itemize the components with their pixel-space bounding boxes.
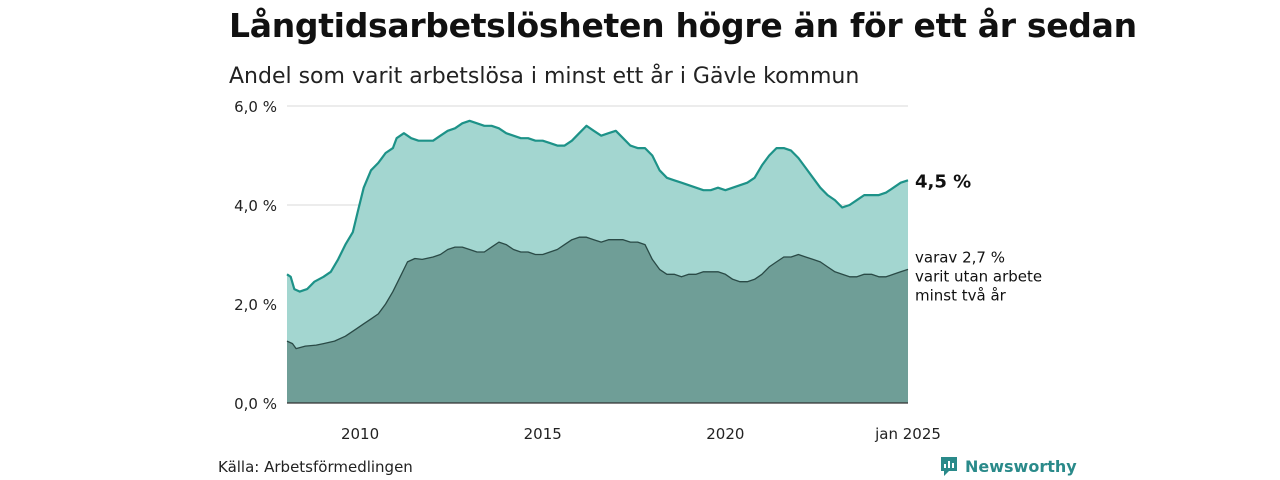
x-tick-label: jan 2025	[874, 425, 941, 443]
total-line	[286, 119, 909, 293]
chart-areas	[286, 119, 909, 404]
sub-area	[287, 237, 908, 403]
sub-end-label-line: minst två år	[915, 286, 1007, 304]
y-tick-label: 4,0 %	[234, 197, 277, 215]
y-tick-label: 2,0 %	[234, 296, 277, 314]
sub-end-label-line: varav 2,7 %	[915, 248, 1005, 266]
brand-logo: Newsworthy	[939, 455, 1077, 477]
brand-name: Newsworthy	[965, 456, 1077, 476]
sub-line	[286, 236, 909, 350]
newsworthy-logo-icon	[941, 457, 957, 476]
sub-end-label-line: varit utan arbete	[915, 267, 1042, 285]
source-note: Källa: Arbetsförmedlingen	[218, 458, 413, 476]
chart-subtitle: Andel som varit arbetslösa i minst ett å…	[229, 64, 860, 89]
chart-title: Långtidsarbetslösheten högre än för ett …	[229, 6, 1137, 45]
y-tick-label: 0,0 %	[234, 395, 277, 413]
axes: 0,0 % 2,0 % 4,0 % 6,0 % 2010 2015 2020 jan 2025	[234, 98, 941, 443]
x-tick-label: 2010	[341, 425, 379, 443]
y-tick-label: 6,0 %	[234, 98, 277, 116]
x-tick-label: 2015	[524, 425, 562, 443]
x-tick-label: 2020	[706, 425, 744, 443]
total-end-label: 4,5 %	[915, 171, 971, 192]
